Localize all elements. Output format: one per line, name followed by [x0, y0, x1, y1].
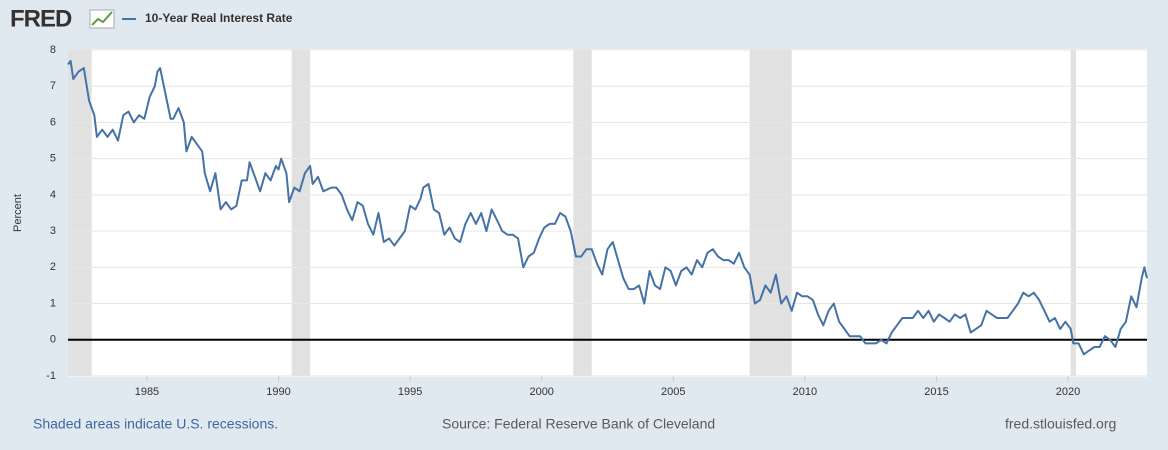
x-tick-label: 2005 — [661, 386, 685, 398]
y-tick-label: 6 — [50, 116, 56, 128]
y-tick-label: 2 — [50, 261, 56, 273]
x-tick-label: 2015 — [924, 386, 948, 398]
y-tick-label: 0 — [50, 334, 56, 346]
x-tick-label: 1995 — [398, 386, 422, 398]
x-tick-label: 1990 — [266, 386, 290, 398]
y-tick-label: 1 — [50, 297, 56, 309]
x-tick-label: 2020 — [1056, 386, 1080, 398]
recession-band — [749, 49, 792, 376]
x-tick-label: 2010 — [793, 386, 817, 398]
recession-band — [291, 49, 311, 376]
y-tick-label: -1 — [46, 370, 56, 382]
y-tick-label: 4 — [50, 189, 56, 201]
legend-label: 10-Year Real Interest Rate — [145, 11, 293, 25]
logo: FRED — [10, 5, 72, 32]
recession-band — [1070, 49, 1076, 376]
x-tick-label: 2000 — [529, 386, 553, 398]
series-line — [67, 59, 1148, 356]
y-tick-label: 7 — [50, 80, 56, 92]
y-tick-label: 8 — [50, 44, 56, 56]
recession-band — [68, 49, 92, 376]
logo-icon — [89, 9, 115, 29]
plot-area — [68, 49, 1147, 377]
y-tick-label: 3 — [50, 225, 56, 237]
y-axis-label: Percent — [12, 194, 24, 232]
site-link[interactable]: fred.stlouisfed.org — [1005, 416, 1116, 432]
source: Source: Federal Reserve Bank of Clevelan… — [442, 416, 715, 432]
x-tick-label: 1985 — [135, 386, 159, 398]
recession-note: Shaded areas indicate U.S. recessions. — [33, 416, 278, 432]
y-tick-label: 5 — [50, 153, 56, 165]
recession-band — [573, 49, 592, 376]
